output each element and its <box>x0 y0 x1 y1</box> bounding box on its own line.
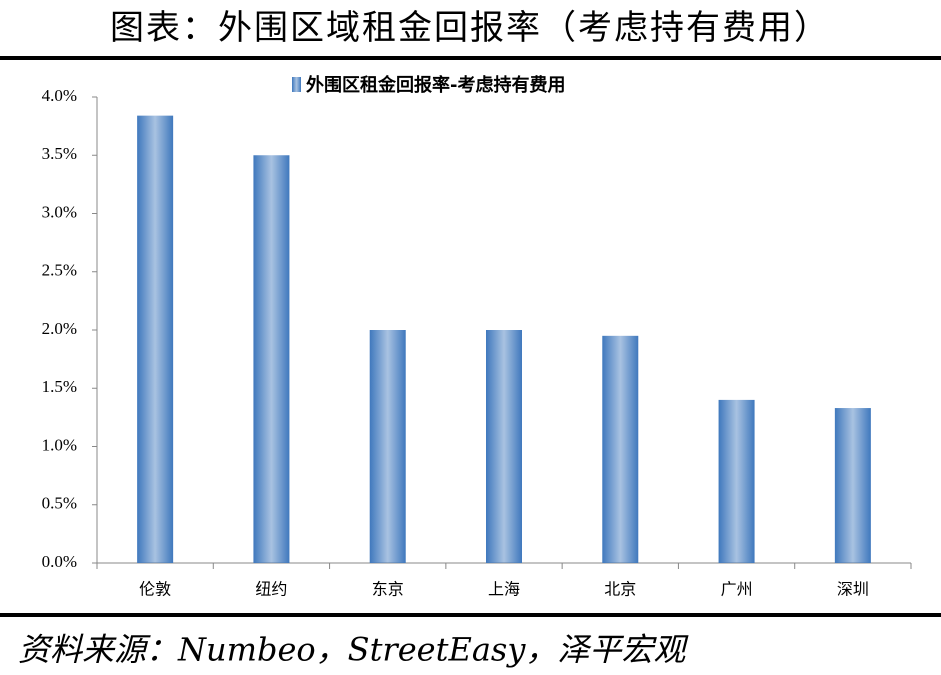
x-tick-label: 上海 <box>488 580 520 599</box>
x-tick-label: 东京 <box>372 580 404 599</box>
bar <box>486 330 522 563</box>
bar <box>602 335 639 563</box>
y-tick-label: 1.5% <box>42 377 77 396</box>
x-tick-label: 深圳 <box>837 580 869 599</box>
x-tick-label: 纽约 <box>255 580 287 599</box>
bar <box>137 115 174 563</box>
bar <box>834 408 871 563</box>
legend-label: 外围区租金回报率-考虑持有费用 <box>306 74 565 96</box>
bar <box>369 330 406 563</box>
bottom-rule <box>0 613 941 617</box>
y-tick-label: 1.0% <box>42 435 77 454</box>
y-tick-label: 0.5% <box>42 494 77 513</box>
y-tick-label: 2.0% <box>42 319 77 338</box>
x-tick-label: 伦敦 <box>139 580 171 599</box>
x-tick-label: 广州 <box>721 580 753 599</box>
page-title: 图表：外围区域租金回报率（考虑持有费用） <box>110 8 830 48</box>
top-rule <box>0 56 941 60</box>
y-tick-label: 3.0% <box>42 202 77 221</box>
bar <box>253 155 290 563</box>
bar <box>718 399 755 563</box>
legend-swatch <box>292 77 301 92</box>
y-tick-label: 2.5% <box>42 261 77 280</box>
y-tick-label: 0.0% <box>42 552 77 571</box>
x-tick-label: 北京 <box>604 580 636 599</box>
source-note: 资料来源：Numbeo，StreetEasy，泽平宏观 <box>18 631 689 669</box>
y-tick-label: 4.0% <box>42 86 77 105</box>
y-tick-label: 3.5% <box>42 144 77 163</box>
